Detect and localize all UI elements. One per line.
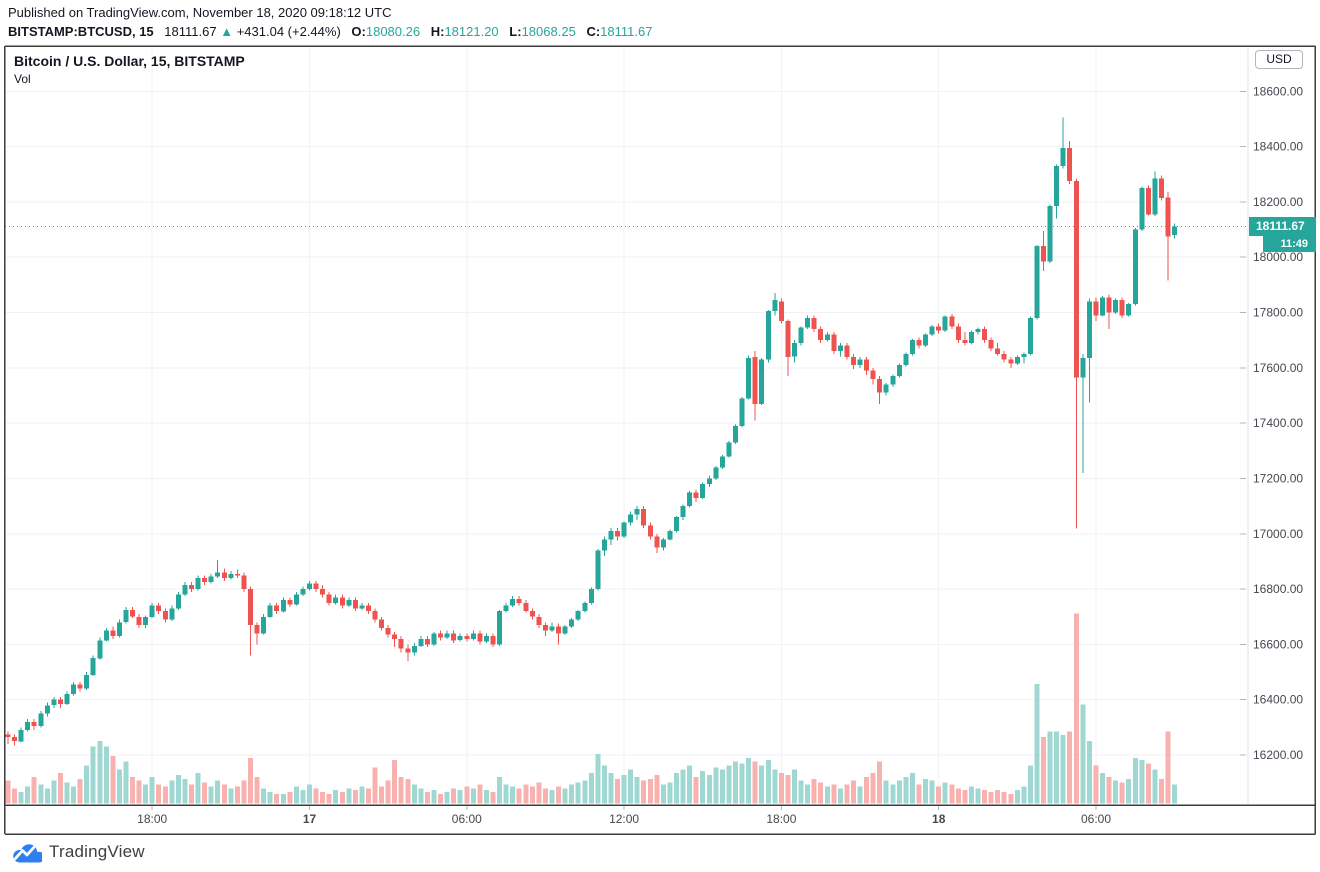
last-price-text: 18111.67 xyxy=(164,24,217,39)
svg-text:18: 18 xyxy=(932,812,946,826)
time-axis: 18:00 17 06:00 12:00 18:00 18 06:00 xyxy=(137,806,1111,826)
svg-text:06:00: 06:00 xyxy=(1081,812,1111,826)
low-label: L: xyxy=(509,24,522,39)
svg-text:18:00: 18:00 xyxy=(766,812,796,826)
tradingview-logo[interactable]: TradingView xyxy=(10,840,145,863)
svg-text:17400.00: 17400.00 xyxy=(1253,416,1303,430)
candlestick-series xyxy=(5,117,1178,746)
symbol-interval: BITSTAMP:BTCUSD, 15 xyxy=(8,24,154,39)
published-line: Published on TradingView.com, November 1… xyxy=(8,5,392,20)
svg-text:16600.00: 16600.00 xyxy=(1253,637,1303,651)
change-arrow-icon: ▲ xyxy=(220,24,234,39)
close-label: C: xyxy=(586,24,601,39)
svg-text:17: 17 xyxy=(303,812,317,826)
tradingview-logo-text: TradingView xyxy=(49,841,145,861)
quote-line: BITSTAMP:BTCUSD, 15 18111.67 ▲ +431.04 (… xyxy=(8,23,652,41)
svg-text:18000.00: 18000.00 xyxy=(1253,250,1303,264)
grid xyxy=(5,47,1248,804)
bar-countdown-badge: 11:49 xyxy=(1263,236,1316,252)
volume-series xyxy=(5,613,1178,804)
last-price-badge: 18111.67 xyxy=(1249,217,1316,236)
high-value: 18121.20 xyxy=(444,24,499,39)
chart-frame xyxy=(4,45,1316,835)
svg-text:16200.00: 16200.00 xyxy=(1253,748,1303,762)
svg-text:18400.00: 18400.00 xyxy=(1253,140,1303,154)
svg-text:17600.00: 17600.00 xyxy=(1253,361,1303,375)
svg-text:18600.00: 18600.00 xyxy=(1253,84,1303,98)
open-value: 18080.26 xyxy=(365,24,421,39)
svg-text:12:00: 12:00 xyxy=(609,812,639,826)
svg-text:16800.00: 16800.00 xyxy=(1253,582,1303,596)
svg-text:16400.00: 16400.00 xyxy=(1253,693,1303,707)
low-value: 18068.25 xyxy=(521,24,576,39)
tradingview-cloud-icon xyxy=(13,844,42,863)
svg-text:18:00: 18:00 xyxy=(137,812,167,826)
chart-title: Bitcoin / U.S. Dollar, 15, BITSTAMP xyxy=(14,53,245,69)
svg-text:17000.00: 17000.00 xyxy=(1253,527,1303,541)
change-text: +431.04 (+2.44%) xyxy=(236,24,341,39)
open-label: O: xyxy=(351,24,366,39)
close-value: 18111.67 xyxy=(600,24,653,39)
currency-badge[interactable]: USD xyxy=(1255,50,1303,69)
high-label: H: xyxy=(430,24,445,39)
svg-text:18200.00: 18200.00 xyxy=(1253,195,1303,209)
price-axis: 18600.00 18400.00 18200.00 18000.00 17800.00… xyxy=(1240,84,1303,762)
svg-text:17800.00: 17800.00 xyxy=(1253,306,1303,320)
svg-text:17200.00: 17200.00 xyxy=(1253,472,1303,486)
volume-indicator-label[interactable]: Vol xyxy=(14,72,31,86)
svg-text:06:00: 06:00 xyxy=(452,812,482,826)
snapshot-header: Published on TradingView.com, November 1… xyxy=(8,4,652,41)
